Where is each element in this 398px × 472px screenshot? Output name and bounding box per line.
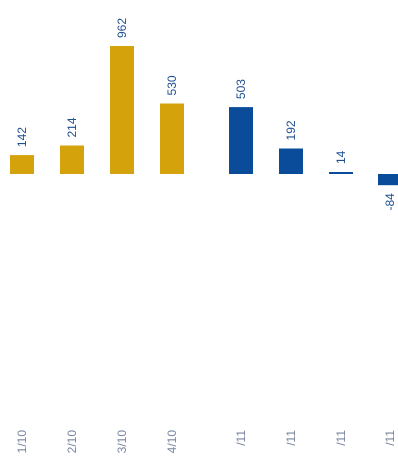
- bar-2: [60, 145, 84, 174]
- value-label-4: 530: [165, 75, 179, 95]
- tick-label-6: /11: [284, 430, 298, 446]
- tick-label-3: 3/10: [115, 430, 129, 454]
- bar-7: [329, 172, 353, 174]
- bar-3: [110, 46, 134, 174]
- bar-4: [160, 103, 184, 174]
- tick-label-1: 1/10: [15, 430, 29, 454]
- bar-5: [229, 107, 253, 174]
- bar-8: [378, 174, 398, 186]
- bar-1: [10, 155, 34, 174]
- value-label-3: 962: [115, 18, 129, 38]
- value-label-7: 14: [334, 150, 348, 164]
- tick-label-7: /11: [334, 430, 348, 446]
- bar-6: [279, 148, 303, 174]
- tick-label-2: 2/10: [65, 430, 79, 454]
- bars-group: [10, 46, 398, 186]
- value-label-5: 503: [234, 79, 248, 99]
- tick-label-8: /11: [383, 430, 397, 446]
- value-label-8: -84: [383, 193, 397, 211]
- value-label-6: 192: [284, 120, 298, 140]
- tick-labels-group: 1/10 2/10 3/10 4/10/11/11/11/11: [15, 430, 397, 454]
- value-label-1: 142: [15, 127, 29, 147]
- tick-label-5: /11: [234, 430, 248, 446]
- value-labels-group: 142 214 962 530 503 192 14 -84: [15, 18, 397, 211]
- tick-label-4: 4/10: [165, 430, 179, 454]
- value-label-2: 214: [65, 117, 79, 137]
